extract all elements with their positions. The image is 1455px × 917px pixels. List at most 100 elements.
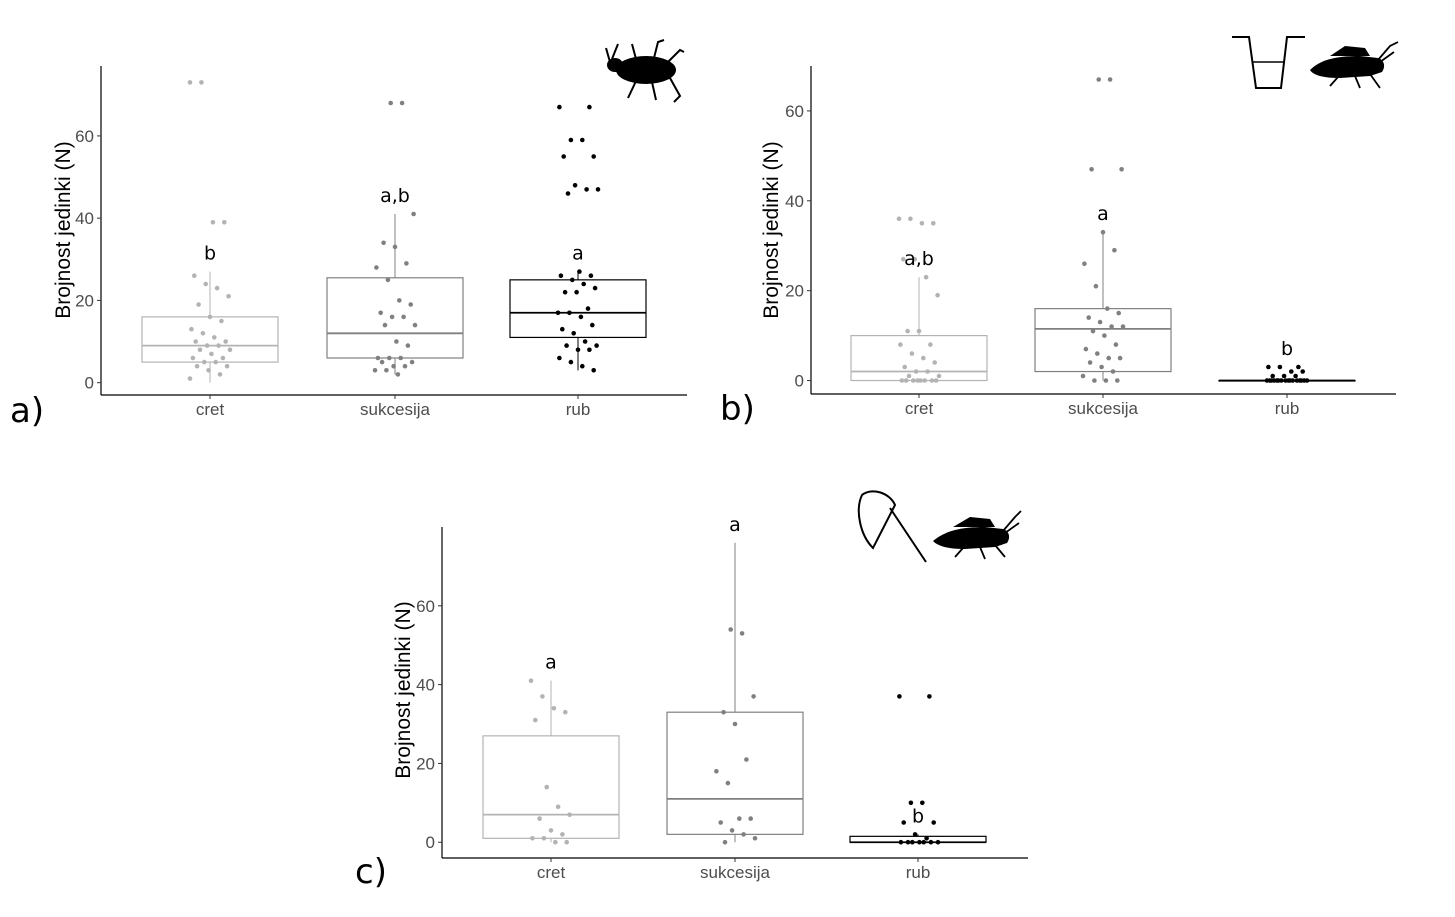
data-point [1096,77,1101,82]
data-point [203,281,208,287]
data-point [226,294,231,299]
data-point [555,310,561,316]
data-point [392,244,398,250]
data-point [209,351,214,357]
data-point [912,256,917,262]
data-point [564,839,569,845]
data-point [575,347,581,353]
grasshopper-icon [933,510,1022,560]
data-point [401,314,406,320]
data-point [901,256,906,262]
data-point [594,343,599,348]
data-point [375,355,381,361]
data-point [936,373,942,379]
data-point [210,220,216,225]
y-axis-title: Brojnost jedinki (N) [760,141,783,318]
data-point [394,339,399,344]
data-point [584,187,589,192]
data-point [577,269,582,274]
x-tick-label: cret [537,863,566,882]
data-point [898,342,903,347]
data-point [1281,373,1287,379]
data-point [903,378,909,383]
panel-label: b) [720,389,755,429]
data-point [197,347,203,353]
data-point [560,326,565,332]
data-point [412,322,418,328]
panel-b: 0 20 40 60 cret sukcesija rub a,b a b Brojnost je… [720,36,1399,429]
data-point [399,100,405,106]
data-point [927,694,932,699]
significance-letter: a [545,652,557,674]
data-point [595,187,601,192]
data-point [744,757,749,762]
data-point [560,832,565,837]
data-point [913,369,919,374]
data-point [1112,247,1117,253]
pitfall-trap-icon [1232,36,1305,89]
y-tick-label: 40 [785,192,804,211]
data-point [1080,373,1086,379]
box-iqr [509,279,647,339]
data-point [905,839,911,845]
data-point [911,378,916,383]
data-point [1092,378,1097,383]
y-tick-label: 60 [785,102,804,121]
y-tick-label: 60 [75,127,94,146]
data-point [214,285,220,291]
data-point [408,302,414,307]
data-point [1107,77,1113,82]
box-iqr [1034,308,1172,373]
y-tick-label: 20 [785,282,804,301]
x-tick-label: rub [1275,399,1300,418]
x-tick-label: sukcesija [360,400,430,419]
data-point [405,343,411,348]
data-point [216,343,221,348]
data-point [908,216,913,222]
data-point [1116,310,1121,316]
data-point [739,631,745,636]
data-point [1120,324,1126,329]
data-point [728,627,733,632]
data-point [565,191,571,196]
data-point [909,351,915,356]
y-tick-label: 0 [795,372,804,391]
data-point [1277,364,1283,370]
data-point [553,839,558,845]
data-point [533,717,538,723]
significance-letter: a [729,514,741,536]
data-point [1102,333,1107,338]
data-point [929,378,935,383]
data-point [752,836,758,841]
data-point [580,137,585,143]
significance-letter: a,b [904,248,934,270]
data-point [187,376,193,381]
data-point [389,314,395,320]
data-point [1289,369,1294,374]
data-point [587,347,592,353]
data-point [395,372,401,377]
data-point [379,359,385,365]
y-axis-title: Brojnost jedinki (N) [392,601,415,778]
data-point [1105,306,1110,311]
data-point [1269,378,1274,383]
data-point [567,310,572,316]
data-point [899,378,905,383]
data-point [571,331,576,336]
data-point [722,839,728,845]
data-point [932,360,937,365]
data-point [580,363,585,369]
data-point [591,154,596,159]
data-point [1300,369,1305,374]
data-point [1113,342,1119,347]
data-point [388,100,394,106]
data-point [925,369,930,374]
data-point [374,265,379,270]
data-point [588,273,594,279]
data-point [528,678,534,683]
data-point [585,306,591,311]
data-point [384,368,389,373]
data-point [561,154,566,159]
data-point [902,364,907,370]
data-point [572,183,578,188]
